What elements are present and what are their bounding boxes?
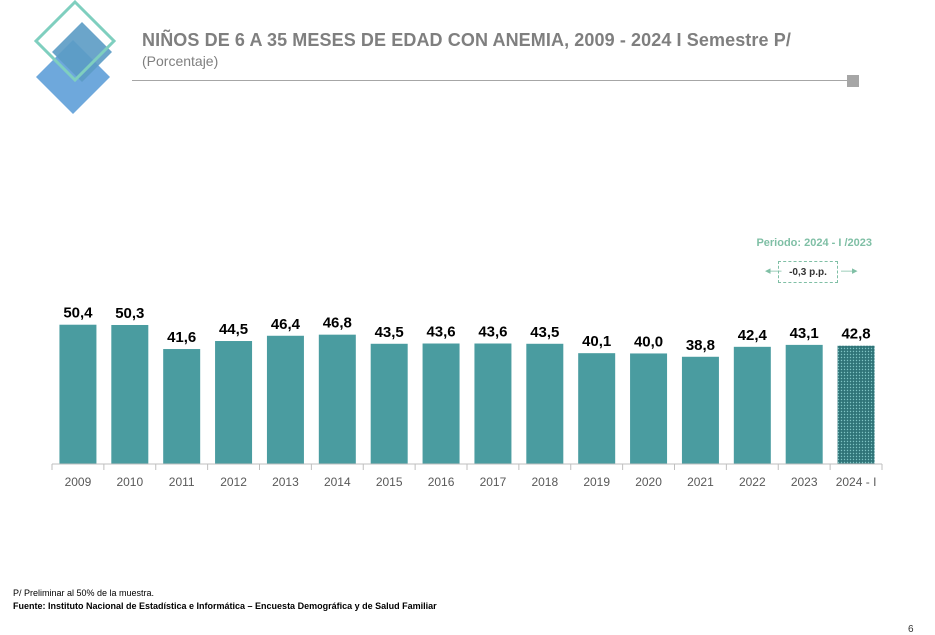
data-label: 44,5	[219, 321, 248, 338]
bar-2018	[526, 343, 564, 464]
data-label: 43,6	[478, 324, 507, 341]
x-tick-label: 2009	[65, 475, 92, 489]
x-tick-label: 2024 - I	[836, 475, 877, 489]
x-tick-label: 2018	[531, 475, 558, 489]
data-label: 50,3	[115, 305, 144, 322]
data-label: 41,6	[167, 329, 196, 346]
title-divider	[132, 80, 847, 81]
x-tick-label: 2022	[739, 475, 766, 489]
data-label: 40,0	[634, 333, 663, 350]
x-tick-label: 2011	[169, 475, 195, 489]
arrow-right-icon: —▸	[841, 265, 858, 277]
source-note: Fuente: Instituto Nacional de Estadístic…	[13, 601, 437, 611]
x-tick-label: 2020	[635, 475, 662, 489]
x-tick-label: 2021	[687, 475, 714, 489]
chart-title: NIÑOS DE 6 A 35 MESES DE EDAD CON ANEMIA…	[142, 30, 791, 50]
x-tick-label: 2023	[791, 475, 818, 489]
data-label: 46,8	[323, 315, 352, 332]
x-tick-label: 2016	[428, 475, 455, 489]
title-divider-square	[847, 75, 859, 87]
x-tick-label: 2019	[583, 475, 610, 489]
x-tick-label: 2010	[116, 475, 143, 489]
bar-2019	[578, 353, 616, 464]
bar-2010	[111, 324, 149, 464]
period-label: Periodo: 2024 - I /2023	[756, 237, 872, 249]
bar-2024-I	[837, 345, 875, 464]
bar-2013	[266, 335, 304, 464]
x-tick-label: 2013	[272, 475, 299, 489]
bar-2012	[215, 341, 253, 464]
x-tick-label: 2017	[480, 475, 507, 489]
change-label: -0,3 p.p.	[789, 266, 827, 278]
bar-2009	[59, 324, 97, 464]
bar-2021	[681, 356, 719, 464]
bar-2020	[630, 353, 668, 464]
bar-2022	[733, 346, 771, 464]
bar-chart: 50,4 50,3 41,6 44,5 46,4 46,8 43,5 43,6 43,6 43,5…	[51, 305, 883, 489]
x-tick-label: 2015	[376, 475, 403, 489]
arrow-left-icon: ◂—	[765, 265, 782, 277]
logo-diamonds	[33, 0, 117, 114]
bar-2015	[370, 343, 408, 464]
data-label: 43,6	[426, 324, 455, 341]
data-label: 46,4	[271, 316, 301, 333]
data-label: 50,4	[63, 305, 93, 322]
data-label: 40,1	[582, 333, 611, 350]
bar-2017	[474, 343, 512, 464]
data-label: 43,1	[790, 325, 819, 342]
data-label: 42,4	[738, 327, 768, 344]
data-label: 43,5	[375, 324, 404, 341]
x-tick-label: 2014	[324, 475, 351, 489]
bar-2011	[163, 349, 201, 464]
x-tick-label: 2012	[220, 475, 247, 489]
change-box: -0,3 p.p.	[778, 261, 838, 283]
data-label: 42,8	[841, 326, 870, 343]
bar-2023	[785, 344, 823, 464]
bar-2014	[318, 334, 356, 464]
footnote: P/ Preliminar al 50% de la muestra.	[13, 588, 155, 598]
page-number: 6	[908, 624, 914, 635]
data-label: 38,8	[686, 337, 715, 354]
bar-2016	[422, 343, 460, 464]
chart-subtitle: (Porcentaje)	[142, 53, 219, 69]
data-label: 43,5	[530, 324, 559, 341]
